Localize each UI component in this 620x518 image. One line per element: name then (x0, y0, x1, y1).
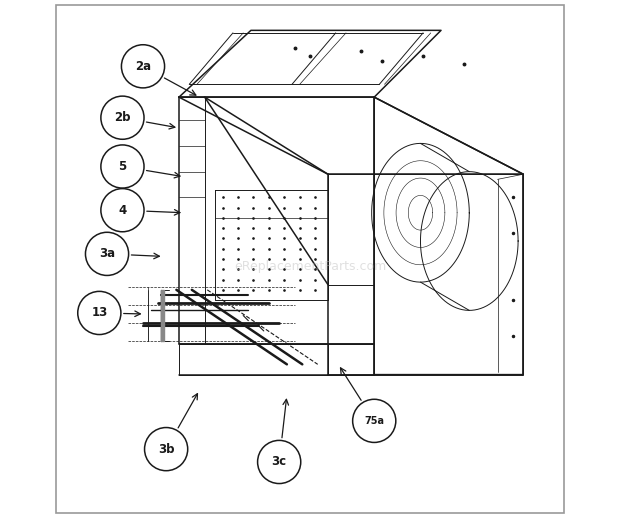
Text: 2a: 2a (135, 60, 151, 73)
Circle shape (257, 440, 301, 483)
Text: eReplacementParts.com: eReplacementParts.com (234, 260, 386, 273)
Circle shape (101, 96, 144, 139)
Circle shape (86, 232, 128, 276)
Circle shape (101, 145, 144, 188)
Circle shape (78, 291, 121, 335)
Text: 75a: 75a (364, 416, 384, 426)
Circle shape (144, 427, 188, 471)
Text: 3c: 3c (272, 455, 286, 468)
Text: 4: 4 (118, 204, 126, 217)
Text: 3a: 3a (99, 248, 115, 261)
Polygon shape (161, 290, 164, 341)
Circle shape (353, 399, 396, 442)
Circle shape (101, 189, 144, 232)
Text: 13: 13 (91, 307, 107, 320)
Text: 5: 5 (118, 160, 126, 173)
Circle shape (122, 45, 164, 88)
Text: 2b: 2b (114, 111, 131, 124)
Text: 3b: 3b (158, 442, 174, 456)
